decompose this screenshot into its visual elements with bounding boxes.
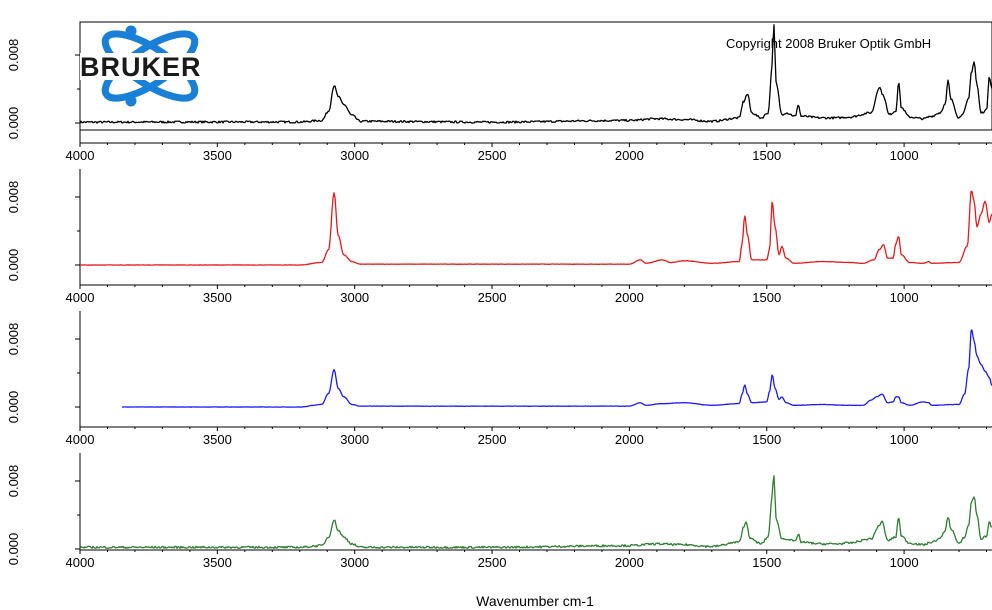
spectrum-panel-1: 0.008 0.000 4000 3500 3000 2500 2000 1500 1000	[6, 21, 992, 163]
x-tick-label: 3500	[203, 290, 232, 305]
x-tick-label: 2500	[478, 555, 507, 570]
spectrum-line-1	[79, 24, 992, 124]
logo-nucleus-bottom	[125, 95, 137, 107]
x-tick-label: 1000	[890, 148, 919, 163]
x-tick-label: 2000	[615, 148, 644, 163]
y-tick-label: 0.008	[6, 39, 21, 72]
x-axis-label: Wavenumber cm-1	[476, 593, 594, 609]
x-tick-label: 4000	[66, 432, 95, 447]
x-tick-label: 2000	[615, 290, 644, 305]
x-tick-label: 3000	[340, 432, 369, 447]
x-tick-label: 4000	[66, 290, 95, 305]
logo-text-backdrop	[80, 53, 230, 80]
spectrum-line-4	[79, 475, 992, 549]
x-tick-label: 1500	[752, 148, 781, 163]
x-tick-label: 2500	[478, 148, 507, 163]
x-tick-label: 2500	[478, 432, 507, 447]
y-tick-label: 0.000	[6, 107, 21, 140]
x-tick-label: 1500	[752, 432, 781, 447]
x-tick-label: 3500	[203, 432, 232, 447]
logo-orbit-1	[101, 30, 199, 102]
logo-text: BRUKER	[80, 52, 202, 82]
x-tick-label: 1500	[752, 555, 781, 570]
y-tick-label: 0.000	[6, 249, 21, 282]
x-tick-label: 2500	[478, 290, 507, 305]
x-tick-label: 3500	[203, 555, 232, 570]
spectrum-panel-4: 0.008 0.000 4000 3500 3000 2500 2000 1500 1000	[6, 453, 992, 570]
x-tick-label: 3500	[203, 148, 232, 163]
y-tick-label: 0.000	[6, 391, 21, 424]
spectrum-line-3	[121, 329, 992, 408]
y-tick-label: 0.008	[6, 323, 21, 356]
spectrum-panel-3: 0.008 0.000 4000 3500 3000 2500 2000 1500 1000	[6, 311, 992, 447]
y-tick-label: 0.008	[6, 465, 21, 498]
x-tick-label: 2000	[615, 432, 644, 447]
y-tick-label: 0.008	[6, 181, 21, 214]
x-tick-label: 1000	[890, 290, 919, 305]
spectrum-panel-2: 0.008 0.000 4000 3500 3000 2500 2000 1500 1000	[6, 169, 992, 305]
x-tick-label: 2000	[615, 555, 644, 570]
bruker-logo: BRUKER	[80, 25, 230, 107]
x-tick-label: 3000	[340, 555, 369, 570]
x-tick-label: 1000	[890, 555, 919, 570]
copyright-notice: Copyright 2008 Bruker Optik GmbH	[726, 36, 931, 51]
logo-nucleus-top	[125, 25, 137, 37]
logo-orbit-2	[101, 30, 199, 102]
y-tick-label: 0.000	[6, 533, 21, 566]
x-tick-label: 4000	[66, 555, 95, 570]
x-tick-label: 4000	[66, 148, 95, 163]
x-tick-label: 3000	[340, 290, 369, 305]
spectrum-line-2	[79, 190, 992, 266]
x-tick-label: 3000	[340, 148, 369, 163]
x-tick-label: 1000	[890, 432, 919, 447]
x-tick-label: 1500	[752, 290, 781, 305]
